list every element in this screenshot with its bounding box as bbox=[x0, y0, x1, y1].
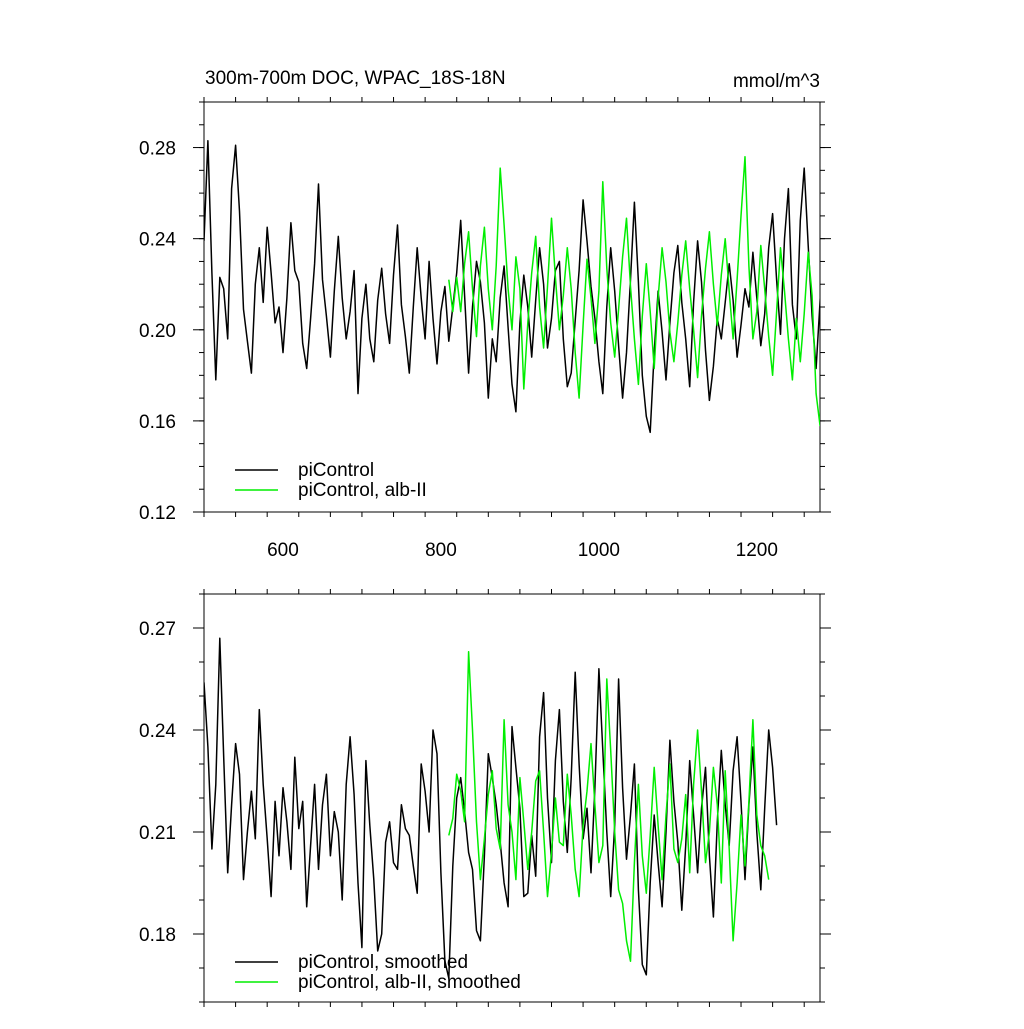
y-tick-label: 0.20 bbox=[139, 321, 176, 342]
y-tick-label: 0.24 bbox=[139, 230, 176, 251]
units-label: mmol/m^3 bbox=[733, 71, 820, 92]
top-panel: 600 800 1000 1200 0.12 0.16 0.20 0.24 0.28 piCont… bbox=[139, 97, 831, 561]
x-axis: 600 800 1000 1200 bbox=[203, 97, 805, 561]
x-tick-label: 1200 bbox=[736, 540, 778, 561]
y-tick-label: 0.24 bbox=[139, 721, 176, 742]
series-line-picontrol-alb-ii bbox=[448, 651, 770, 962]
legend-label: piControl, alb-II, smoothed bbox=[298, 972, 521, 993]
chart-title: 300m-700m DOC, WPAC_18S-18N bbox=[205, 68, 506, 89]
y-tick-label: 0.18 bbox=[139, 925, 176, 946]
series-group bbox=[204, 139, 820, 434]
series-group bbox=[204, 637, 778, 979]
x-tick-label: 1000 bbox=[578, 540, 620, 561]
series-line-picontrol bbox=[204, 637, 778, 979]
x-tick-label: 800 bbox=[425, 540, 457, 561]
bottom-panel: 0.18 0.21 0.24 0.27 piControl, smoothedpiCon… bbox=[139, 589, 831, 1007]
y-axis: 0.12 0.16 0.20 0.24 0.28 bbox=[139, 101, 831, 524]
legend-label: piControl, smoothed bbox=[298, 952, 468, 973]
legend-label: piControl, alb-II bbox=[298, 480, 427, 501]
x-tick-label: 600 bbox=[267, 540, 299, 561]
series-line-picontrol bbox=[204, 139, 820, 434]
y-tick-label: 0.12 bbox=[139, 503, 176, 524]
x-axis bbox=[203, 589, 805, 1007]
y-tick-label: 0.21 bbox=[139, 823, 176, 844]
legend-label: piControl bbox=[298, 460, 374, 481]
y-tick-label: 0.28 bbox=[139, 139, 176, 160]
series-line-picontrol-alb-ii bbox=[448, 155, 820, 427]
y-tick-label: 0.16 bbox=[139, 412, 176, 433]
y-tick-label: 0.27 bbox=[139, 619, 176, 640]
y-axis: 0.18 0.21 0.24 0.27 bbox=[139, 593, 831, 1003]
